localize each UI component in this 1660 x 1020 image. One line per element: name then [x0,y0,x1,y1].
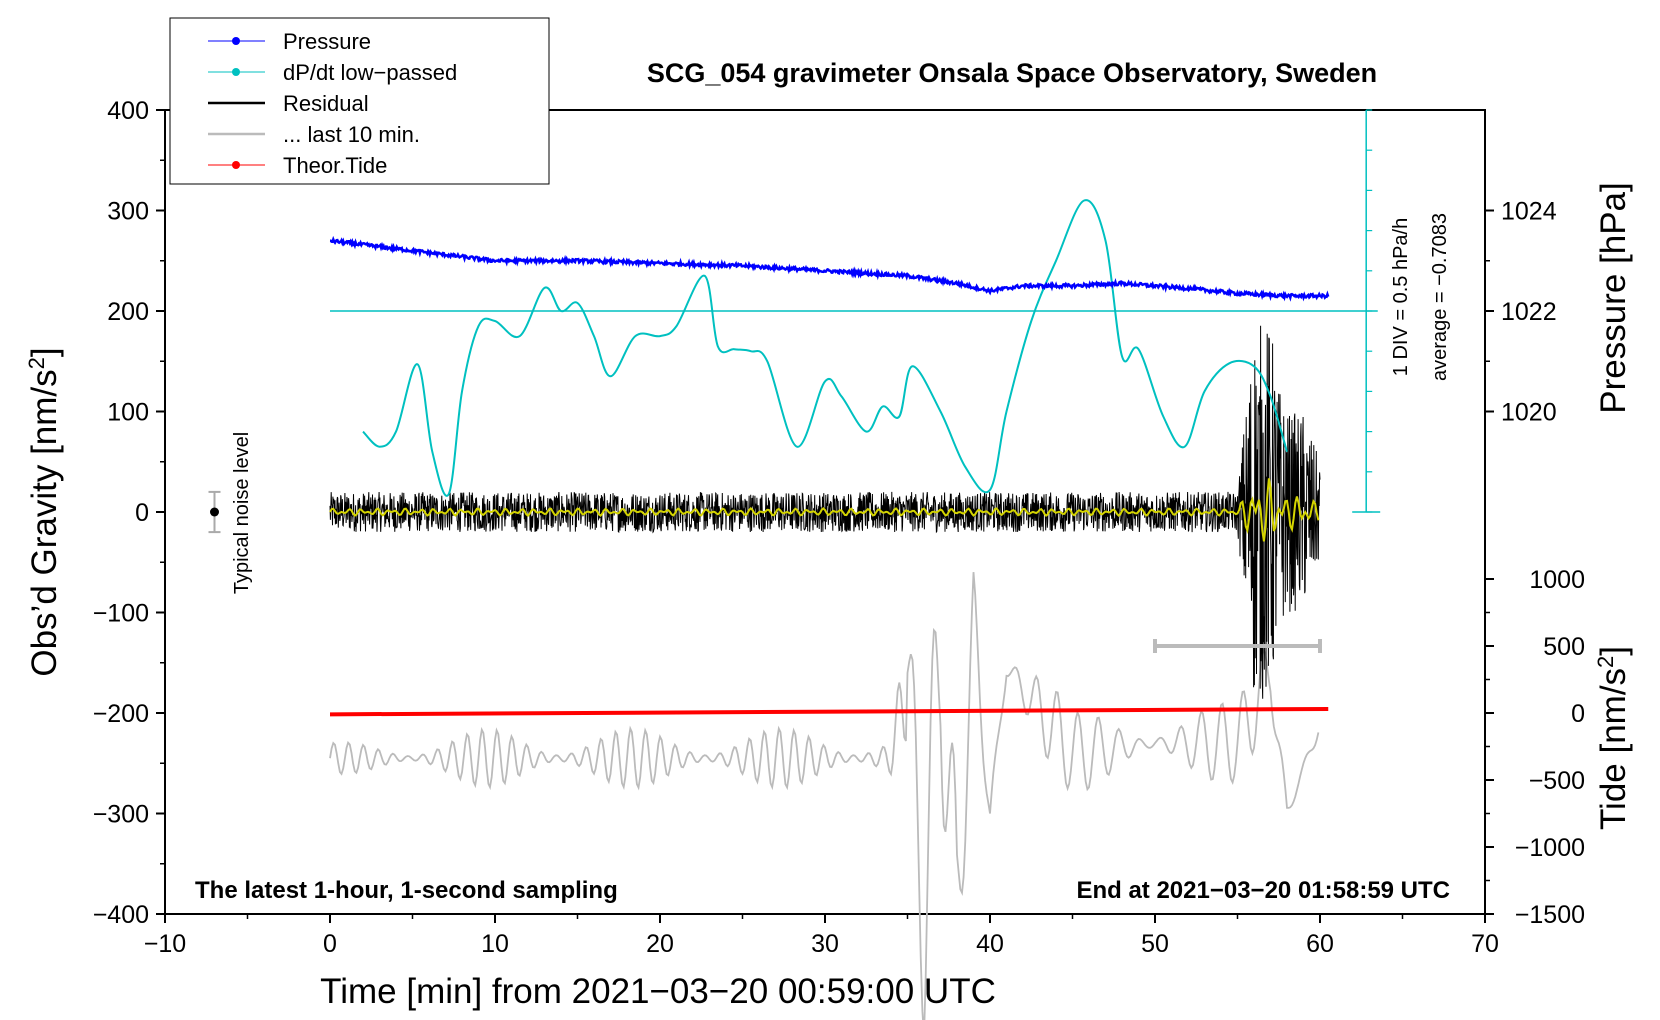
pressure-tick-label: 1024 [1501,198,1557,226]
annotation-end-time: End at 2021−03−20 01:58:59 UTC [1076,877,1450,904]
legend-marker [232,161,240,169]
y-axis-title-left: Obs’d Gravity [nm/s2] [24,347,65,676]
y-tick-label: −400 [93,901,149,929]
legend-marker [232,37,240,45]
y-tick-label: −200 [93,700,149,728]
pressure-tick-label: 1020 [1501,399,1557,427]
legend-marker [232,68,240,76]
series-theor-tide [329,706,1329,717]
y-tick-label: 300 [107,198,149,226]
legend: Pressure dP/dt low−passed Residual ... last… [169,17,550,185]
annotation-average: average = −0.7083 [1429,213,1451,381]
x-tick-label: 70 [1471,930,1499,958]
x-tick-label: 30 [811,930,839,958]
legend-label: Theor.Tide [283,153,387,178]
y-axis-title-tide: Tide [nm/s2] [1593,646,1634,830]
y-axis-title-pressure: Pressure [hPa] [1594,182,1633,414]
y-tick-label: 400 [107,97,149,125]
legend-box [169,17,550,185]
x-tick-label: 40 [976,930,1004,958]
x-axis-title: Time [min] from 2021−03−20 00:59:00 UTC [320,972,996,1011]
legend-label: ... last 10 min. [283,122,420,147]
x-tick-label: −10 [144,930,186,958]
data-layer [208,109,1381,1020]
pressure-tick-label: 1022 [1501,298,1557,326]
series-residual-lowpassed [329,478,1320,542]
tide-tick-label: −1000 [1515,834,1585,862]
legend-label: Residual [283,91,369,116]
x-tick-label: 60 [1306,930,1334,958]
tide-tick-label: −500 [1529,767,1585,795]
y-tick-label: −300 [93,801,149,829]
chart-title: SCG_054 gravimeter Onsala Space Observat… [647,58,1377,88]
legend-label: dP/dt low−passed [283,60,457,85]
tide-tick-label: 500 [1543,633,1585,661]
x-tick-label: 10 [481,930,509,958]
legend-entries: Pressure dP/dt low−passed Residual ... last… [208,29,457,178]
x-tick-label: 50 [1141,930,1169,958]
tide-tick-label: −1500 [1515,901,1585,929]
series-last-10-min [329,572,1320,1020]
annotation-scale: 1 DIV = 0.5 hPa/h [1390,218,1412,376]
y-tick-label: 100 [107,399,149,427]
legend-label: Pressure [283,29,371,54]
noise-level-dot [210,507,219,517]
ticks-layer: −10 0 10 20 30 40 50 60 70−400−300−200−100010020… [93,97,1585,958]
annotation-noise-label: Typical noise level [231,432,253,594]
y-tick-label: 0 [135,499,149,527]
x-tick-label: 20 [646,930,674,958]
series-dpdt-lowpassed [362,199,1288,497]
series-pressure [329,235,1330,302]
tide-tick-label: 1000 [1529,566,1585,594]
annotation-latest-hour: The latest 1-hour, 1-second sampling [195,877,618,904]
x-tick-label: 0 [323,930,337,958]
tide-tick-label: 0 [1571,700,1585,728]
y-tick-label: 200 [107,298,149,326]
y-tick-label: −100 [93,600,149,628]
